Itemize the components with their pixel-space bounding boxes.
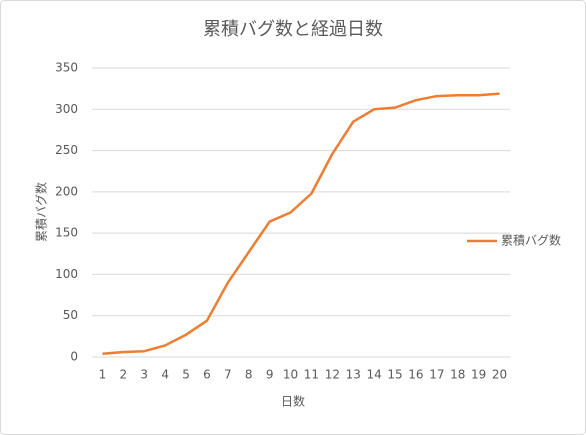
y-tick-label: 50 [63, 308, 78, 322]
x-tick-label: 5 [182, 368, 190, 382]
x-tick-label: 20 [492, 368, 507, 382]
chart-title: 累積バグ数と経過日数 [203, 19, 383, 40]
x-tick-label: 18 [450, 368, 465, 382]
x-tick-label: 17 [429, 368, 444, 382]
y-tick-label: 350 [55, 61, 78, 75]
y-tick-label: 300 [55, 102, 78, 116]
x-tick-label: 9 [266, 368, 274, 382]
line-series [102, 92, 500, 355]
x-tick-label: 2 [120, 368, 128, 382]
y-tick-label: 150 [55, 226, 78, 240]
x-tick-label: 12 [325, 368, 340, 382]
legend-label: 累積バグ数 [501, 233, 561, 248]
x-tick-label: 19 [471, 368, 486, 382]
x-tick-label: 10 [283, 368, 298, 382]
x-tick-label: 16 [408, 368, 423, 382]
y-tick-label: 200 [55, 184, 78, 198]
x-tick-label: 3 [140, 368, 148, 382]
x-axis-label: 日数 [281, 394, 305, 409]
x-tick-label: 13 [346, 368, 361, 382]
x-tick-label: 11 [304, 368, 319, 382]
x-tick-label: 1 [99, 368, 107, 382]
y-tick-label: 250 [55, 143, 78, 157]
x-tick-label: 6 [203, 368, 211, 382]
y-axis-label: 累積バグ数 [34, 182, 49, 242]
y-tick-label: 0 [70, 350, 78, 364]
x-tick-label: 8 [245, 368, 253, 382]
x-tick-label: 14 [367, 368, 382, 382]
x-tick-label: 7 [224, 368, 232, 382]
x-tick-label: 15 [387, 368, 402, 382]
y-tick-label: 100 [55, 267, 78, 281]
x-tick-label: 4 [161, 368, 169, 382]
